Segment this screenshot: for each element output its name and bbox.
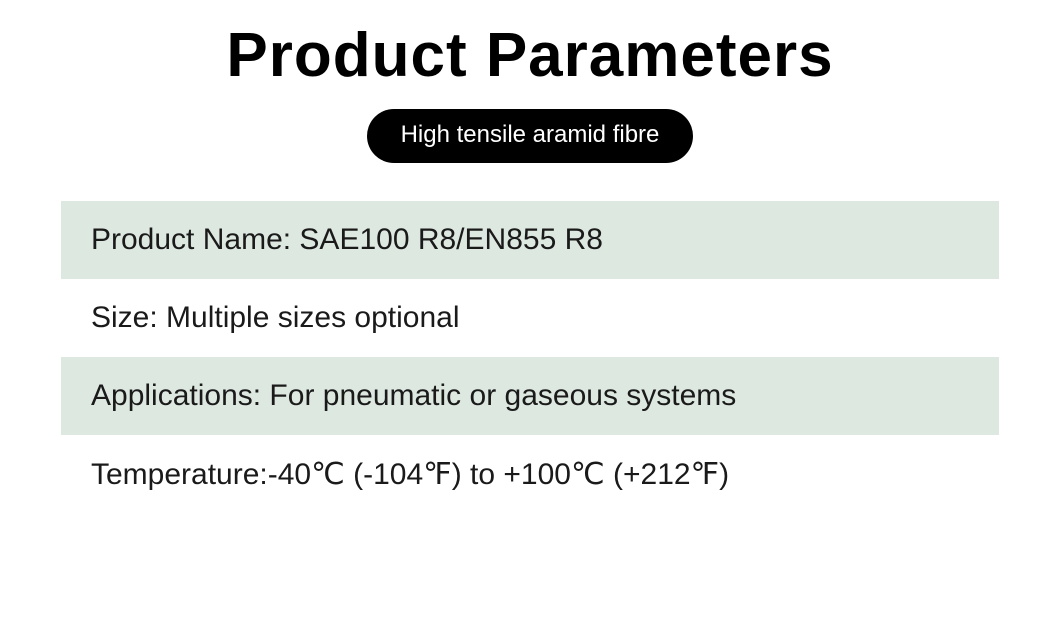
subtitle-pill: High tensile aramid fibre: [367, 109, 694, 163]
param-row: Size: Multiple sizes optional: [61, 279, 999, 357]
page-title: Product Parameters: [0, 20, 1060, 91]
param-row: Applications: For pneumatic or gaseous s…: [61, 357, 999, 435]
product-parameters-card: Product Parameters High tensile aramid f…: [0, 0, 1060, 642]
subtitle-pill-wrap: High tensile aramid fibre: [0, 109, 1060, 163]
param-row: Product Name: SAE100 R8/EN855 R8: [61, 201, 999, 279]
parameters-list: Product Name: SAE100 R8/EN855 R8 Size: M…: [61, 201, 999, 514]
param-row: Temperature:-40℃ (-104℉) to +100℃ (+212℉…: [61, 435, 999, 514]
